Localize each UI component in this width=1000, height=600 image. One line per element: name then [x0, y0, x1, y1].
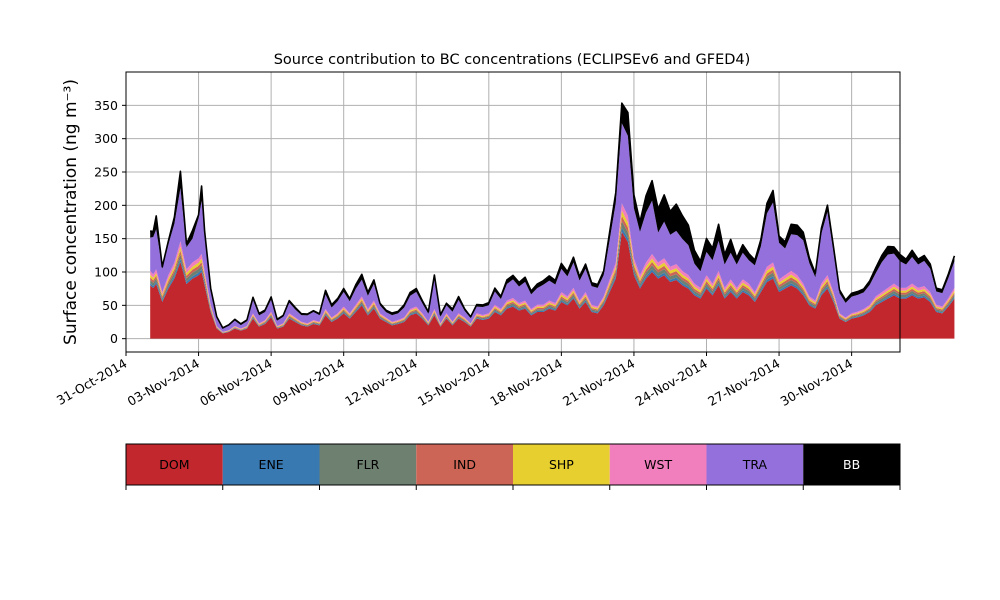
- legend-swatch-shp: [513, 444, 610, 485]
- y-tick-label: 0: [110, 331, 118, 346]
- area-dom: [150, 232, 955, 339]
- stacked-areas: [150, 102, 956, 339]
- legend-label-shp: SHP: [549, 457, 574, 472]
- x-axis: 31-Oct-201403-Nov-201406-Nov-201409-Nov-…: [54, 352, 855, 409]
- y-tick-label: 200: [94, 198, 118, 213]
- legend-colorbar: DOM ENE FLR IND SHP WST TRA BB: [125, 443, 901, 490]
- legend-label-tra: TRA: [742, 457, 768, 472]
- area-tra: [150, 123, 955, 332]
- x-tick-label: 12-Nov-2014: [342, 356, 420, 409]
- x-tick-label: 15-Nov-2014: [415, 356, 493, 409]
- y-tick-label: 250: [94, 165, 118, 180]
- legend-label-wst: WST: [644, 457, 672, 472]
- legend-swatch-ind: [416, 444, 513, 485]
- x-tick-label: 31-Oct-2014: [54, 356, 130, 408]
- legend-swatch-bb: [803, 444, 900, 485]
- x-tick-label: 21-Nov-2014: [560, 356, 638, 409]
- x-tick-label: 09-Nov-2014: [270, 356, 348, 409]
- legend-label-dom: DOM: [159, 457, 189, 472]
- y-tick-label: 50: [102, 298, 118, 313]
- y-axis: 0 50 100 150 200 250 300 350: [94, 98, 126, 346]
- x-tick-label: 03-Nov-2014: [125, 356, 203, 409]
- legend-label-ene: ENE: [259, 457, 284, 472]
- plot-frame: [125, 71, 901, 353]
- legend-swatch-ene: [222, 444, 320, 485]
- y-tick-label: 150: [94, 231, 118, 246]
- legend-label-flr: FLR: [356, 457, 379, 472]
- y-axis-label: Surface concentration (ng m⁻³): [61, 79, 81, 345]
- x-tick-label: 18-Nov-2014: [487, 356, 565, 409]
- x-tick-label: 24-Nov-2014: [633, 356, 711, 409]
- legend-label-bb: BB: [843, 457, 860, 472]
- x-tick-label: 27-Nov-2014: [705, 356, 783, 409]
- x-tick-label: 30-Nov-2014: [778, 356, 856, 409]
- chart-title: Source contribution to BC concentrations…: [274, 52, 751, 68]
- legend-swatch-dom: [126, 444, 223, 485]
- legend-swatch-tra: [706, 444, 804, 485]
- total-line: [150, 102, 956, 329]
- y-tick-label: 300: [94, 131, 118, 146]
- y-tick-label: 350: [94, 98, 118, 113]
- legend-label-ind: IND: [453, 457, 476, 472]
- legend-swatch-flr: [319, 444, 417, 485]
- y-tick-label: 100: [94, 265, 118, 280]
- legend-swatch-wst: [609, 444, 707, 485]
- x-tick-label: 06-Nov-2014: [197, 356, 275, 409]
